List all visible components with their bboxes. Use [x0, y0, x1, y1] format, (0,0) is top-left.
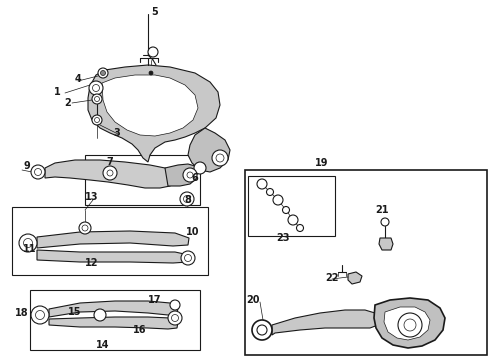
- Circle shape: [31, 165, 45, 179]
- Text: 6: 6: [192, 173, 198, 183]
- Text: 2: 2: [65, 98, 72, 108]
- Circle shape: [107, 170, 113, 176]
- Polygon shape: [188, 128, 230, 172]
- Circle shape: [79, 222, 91, 234]
- Circle shape: [92, 115, 102, 125]
- Circle shape: [82, 225, 88, 231]
- Circle shape: [381, 218, 389, 226]
- Circle shape: [283, 207, 290, 213]
- Text: 8: 8: [185, 195, 192, 205]
- Polygon shape: [37, 231, 189, 248]
- Circle shape: [185, 255, 192, 261]
- Circle shape: [183, 168, 197, 182]
- Polygon shape: [348, 272, 362, 284]
- Text: 9: 9: [24, 161, 30, 171]
- Text: 1: 1: [53, 87, 60, 97]
- Circle shape: [170, 300, 180, 310]
- Text: 16: 16: [133, 325, 147, 335]
- Circle shape: [100, 71, 105, 76]
- Text: 18: 18: [15, 308, 29, 318]
- Circle shape: [404, 319, 416, 331]
- Circle shape: [35, 310, 45, 320]
- Circle shape: [103, 166, 117, 180]
- Text: 21: 21: [375, 205, 389, 215]
- Circle shape: [212, 150, 228, 166]
- Text: 5: 5: [151, 7, 158, 17]
- Circle shape: [95, 117, 99, 122]
- Text: 13: 13: [85, 192, 99, 202]
- Circle shape: [187, 172, 193, 178]
- Circle shape: [149, 71, 153, 75]
- Text: 20: 20: [246, 295, 260, 305]
- Circle shape: [257, 325, 267, 335]
- Text: 7: 7: [107, 157, 113, 167]
- Polygon shape: [165, 164, 197, 186]
- Polygon shape: [374, 298, 445, 348]
- Polygon shape: [49, 301, 178, 317]
- Polygon shape: [102, 75, 198, 136]
- Text: 11: 11: [23, 244, 37, 254]
- Circle shape: [34, 168, 42, 176]
- Text: 17: 17: [148, 295, 162, 305]
- Bar: [30, 290, 200, 350]
- Circle shape: [31, 306, 49, 324]
- Text: 14: 14: [96, 340, 110, 350]
- Circle shape: [296, 225, 303, 231]
- Polygon shape: [37, 250, 189, 263]
- Circle shape: [180, 192, 194, 206]
- Circle shape: [148, 47, 158, 57]
- Polygon shape: [379, 238, 393, 250]
- Polygon shape: [49, 317, 178, 329]
- Circle shape: [181, 251, 195, 265]
- Circle shape: [92, 94, 102, 104]
- Text: 15: 15: [68, 307, 82, 317]
- Circle shape: [288, 215, 298, 225]
- Text: 12: 12: [85, 258, 99, 268]
- Circle shape: [89, 81, 103, 95]
- Circle shape: [273, 195, 283, 205]
- Circle shape: [194, 162, 206, 174]
- Circle shape: [257, 179, 267, 189]
- Text: 23: 23: [276, 233, 290, 243]
- Circle shape: [93, 85, 99, 91]
- Polygon shape: [45, 160, 178, 188]
- Circle shape: [168, 311, 182, 325]
- Circle shape: [95, 96, 99, 102]
- Polygon shape: [88, 65, 220, 162]
- Polygon shape: [384, 307, 430, 340]
- Circle shape: [216, 154, 224, 162]
- Circle shape: [267, 189, 273, 195]
- Text: 4: 4: [74, 74, 81, 84]
- Text: 10: 10: [186, 227, 200, 237]
- Circle shape: [398, 313, 422, 337]
- Circle shape: [19, 234, 37, 252]
- Circle shape: [252, 320, 272, 340]
- Circle shape: [183, 195, 191, 202]
- Bar: [85, 155, 200, 205]
- Circle shape: [94, 309, 106, 321]
- Circle shape: [98, 68, 108, 78]
- Text: 3: 3: [114, 128, 121, 138]
- Bar: [245, 170, 487, 355]
- Bar: [248, 176, 335, 236]
- Circle shape: [24, 239, 32, 248]
- Text: 22: 22: [325, 273, 339, 283]
- Text: 19: 19: [315, 158, 329, 168]
- Circle shape: [172, 315, 178, 321]
- Polygon shape: [272, 310, 380, 335]
- Bar: [12, 207, 208, 275]
